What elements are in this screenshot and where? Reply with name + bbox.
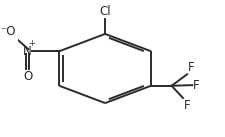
Text: F: F [192, 79, 199, 92]
Text: Cl: Cl [99, 5, 110, 18]
Text: +: + [28, 39, 35, 48]
Text: N: N [22, 45, 31, 58]
Text: F: F [183, 99, 189, 112]
Text: O: O [23, 70, 32, 83]
Text: F: F [187, 61, 194, 74]
Text: ⁻O: ⁻O [0, 25, 16, 38]
